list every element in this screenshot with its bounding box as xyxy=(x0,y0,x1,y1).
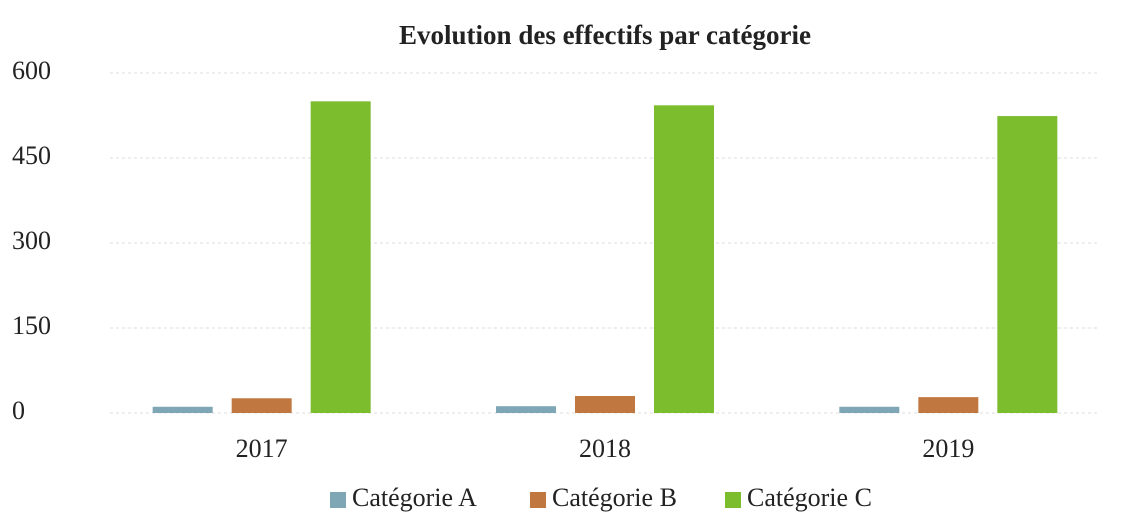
x-tick-label: 2017 xyxy=(236,434,288,463)
y-tick-label: 450 xyxy=(12,141,51,170)
y-tick-label: 300 xyxy=(12,226,51,255)
bar xyxy=(575,396,635,413)
bar xyxy=(839,406,900,413)
chart-title: Evolution des effectifs par catégorie xyxy=(399,20,811,50)
bar xyxy=(997,116,1058,414)
y-tick-label: 0 xyxy=(12,396,25,425)
y-tick-label: 600 xyxy=(12,56,51,85)
legend-label: Catégorie B xyxy=(552,483,677,512)
bar xyxy=(231,398,292,413)
legend-swatch xyxy=(530,492,546,508)
legend-label: Catégorie C xyxy=(747,483,872,512)
legend-label: Catégorie A xyxy=(352,483,477,512)
x-tick-label: 2018 xyxy=(579,434,631,463)
bar xyxy=(496,406,556,413)
bar xyxy=(918,397,979,413)
bar xyxy=(654,105,714,414)
legend-swatch xyxy=(725,492,741,508)
x-tick-label: 2019 xyxy=(922,434,974,463)
bar xyxy=(152,406,213,413)
bar xyxy=(310,101,371,413)
legend-swatch xyxy=(330,492,346,508)
y-tick-label: 150 xyxy=(12,311,51,340)
